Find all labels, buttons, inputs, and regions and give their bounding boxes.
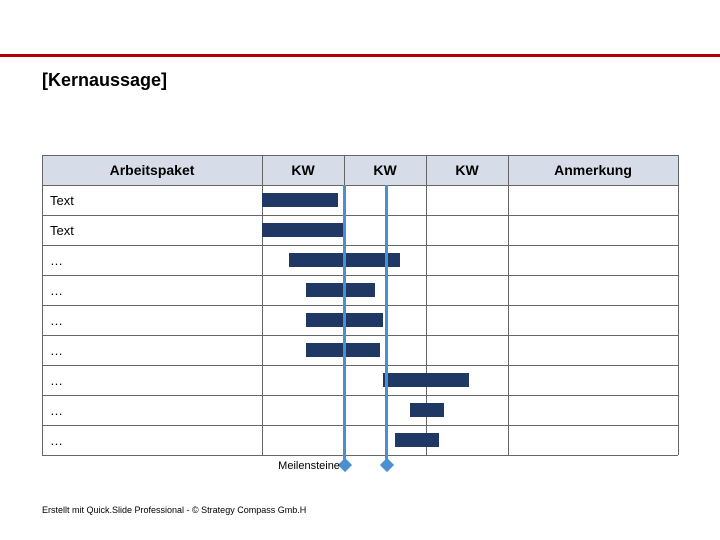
column-header: KW bbox=[262, 155, 344, 185]
footer-text: Erstellt mit Quick.Slide Professional - … bbox=[42, 505, 306, 515]
row-label: … bbox=[42, 365, 262, 395]
grid-vline bbox=[678, 155, 679, 455]
row-label: … bbox=[42, 305, 262, 335]
milestone-line bbox=[343, 185, 346, 465]
row-label: … bbox=[42, 395, 262, 425]
grid-hline bbox=[42, 455, 678, 456]
gantt-bar bbox=[306, 283, 375, 297]
gantt-bar bbox=[410, 403, 444, 417]
row-label: … bbox=[42, 335, 262, 365]
row-label: … bbox=[42, 425, 262, 455]
column-header: Anmerkung bbox=[508, 155, 678, 185]
gantt-bar bbox=[395, 433, 439, 447]
column-header: KW bbox=[344, 155, 426, 185]
column-header: KW bbox=[426, 155, 508, 185]
row-label: … bbox=[42, 275, 262, 305]
gantt-bar bbox=[262, 193, 338, 207]
gantt-bar bbox=[383, 373, 469, 387]
milestone-label: Meilensteine bbox=[278, 460, 340, 472]
row-label: Text bbox=[42, 215, 262, 245]
milestone-line bbox=[385, 185, 388, 465]
gantt-chart: ArbeitspaketKWKWKWAnmerkungTextText……………… bbox=[42, 155, 678, 455]
column-header: Arbeitspaket bbox=[42, 155, 262, 185]
row-label: … bbox=[42, 245, 262, 275]
top-rule bbox=[0, 54, 720, 57]
grid-vline bbox=[508, 155, 509, 455]
slide-title: [Kernaussage] bbox=[42, 70, 167, 91]
gantt-bar bbox=[262, 223, 343, 237]
row-label: Text bbox=[42, 185, 262, 215]
milestone-diamond bbox=[379, 458, 393, 472]
